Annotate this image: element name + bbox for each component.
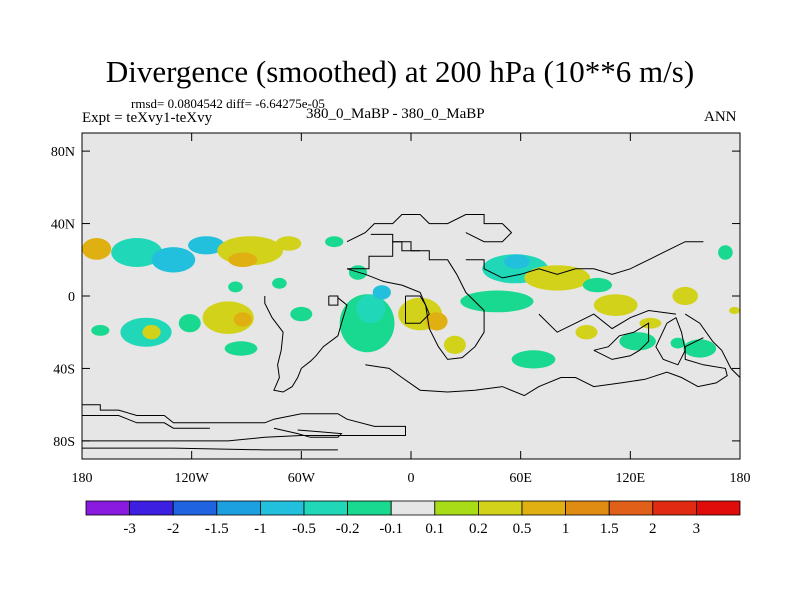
x-tick-label-0: 180: [72, 471, 93, 486]
colorbar-swatch-7: [390, 500, 436, 516]
colorbar-swatch-14: [696, 500, 741, 516]
divergence-contour-35: [619, 332, 656, 351]
divergence-contour-9: [325, 236, 344, 248]
divergence-contour-34: [575, 325, 598, 340]
experiment-label: Expt = teXvy1-teXvy: [82, 110, 213, 126]
axis-ticks: 180 120W 60W 0 60E 120E 180 80N 40N 0 40S 80S: [51, 133, 751, 486]
coastline-8: [370, 233, 421, 252]
divergence-contour-28: [524, 265, 591, 291]
x-tick-label-4: 60E: [509, 471, 532, 486]
colorbar-label-6: -0.1: [379, 521, 403, 537]
colorbar-label-10: 1: [562, 521, 570, 537]
coastline-14: [655, 316, 686, 366]
colorbar-swatch-8: [434, 500, 479, 516]
colorbar-swatch-9: [477, 500, 523, 516]
colorbar-swatch-13: [652, 500, 697, 516]
divergence-contour-39: [729, 306, 740, 315]
plot-title: Divergence (smoothed) at 200 hPa (10**6 …: [105, 54, 695, 89]
divergence-contour-1: [111, 238, 163, 267]
colorbar-label-3: -1: [254, 521, 267, 537]
divergence-contour-23: [425, 312, 448, 331]
divergence-contour-6: [275, 236, 302, 251]
colorbar-label-4: -0.5: [292, 521, 316, 537]
coastline-4: [264, 296, 348, 393]
colorbar-swatch-0: [85, 500, 130, 516]
divergence-contour-5: [228, 252, 258, 267]
divergence-field: [82, 236, 740, 369]
divergence-contour-32: [718, 245, 733, 260]
divergence-contour-17: [224, 341, 258, 356]
colorbar-label-0: -3: [123, 521, 136, 537]
colorbar-label-2: -1.5: [205, 521, 229, 537]
coastline-10: [346, 214, 513, 243]
colorbar-label-13: 3: [693, 521, 701, 537]
stats-label: rmsd= 0.0804542 diff= -6.64275e-05: [131, 96, 325, 111]
y-tick-label-1: 40N: [51, 218, 75, 233]
divergence-contour-12: [142, 325, 161, 340]
colorbar-label-5: -0.2: [336, 521, 360, 537]
divergence-contour-15: [178, 314, 201, 333]
divergence-contour-36: [683, 339, 717, 358]
y-tick-label-4: 80S: [53, 435, 75, 450]
divergence-contour-29: [582, 277, 613, 293]
divergence-contour-18: [290, 306, 313, 322]
coastline-2: [82, 447, 338, 451]
colorbar-swatch-12: [608, 500, 654, 516]
divergence-contour-21: [372, 285, 391, 300]
colorbar-swatch-5: [303, 500, 348, 516]
colorbar-label-9: 0.5: [513, 521, 532, 537]
colorbar-swatch-4: [259, 500, 305, 516]
x-tick-label-2: 60W: [288, 471, 316, 486]
coastline-13: [593, 322, 650, 360]
divergence-contour-37: [670, 337, 686, 349]
coastline-11: [465, 241, 704, 279]
coastline-1: [82, 415, 210, 429]
coastline-15: [684, 313, 740, 378]
x-tick-label-5: 120E: [616, 471, 646, 486]
colorbar-swatch-1: [129, 500, 174, 516]
colorbar-swatch-2: [172, 500, 218, 516]
season-label: ANN: [704, 109, 737, 125]
coastline-5: [328, 295, 339, 306]
coastline-0: [82, 404, 406, 442]
case-label: 380_0_MaBP - 380_0_MaBP: [306, 106, 485, 122]
coastline-3: [273, 427, 343, 438]
coastline-7: [365, 337, 728, 397]
colorbar-swatch-11: [565, 500, 610, 516]
divergence-contour-25: [460, 290, 534, 313]
colorbar-label-11: 1.5: [600, 521, 619, 537]
divergence-contour-20: [356, 294, 386, 324]
colorbar-label-1: -2: [167, 521, 180, 537]
divergence-contour-31: [672, 286, 698, 306]
divergence-contour-3: [188, 236, 225, 255]
colorbar-swatch-10: [521, 500, 566, 516]
coastline-12: [538, 309, 677, 333]
colorbar: -3 -2 -1.5 -1 -0.5 -0.2 -0.1 0.1 0.2 0.5 1 1.5 2 3: [85, 500, 741, 537]
y-tick-label-3: 40S: [53, 362, 75, 377]
colorbar-swatch-6: [347, 500, 392, 516]
coastline-9: [405, 295, 430, 324]
divergence-contour-33: [511, 350, 556, 369]
colorbar-label-12: 2: [649, 521, 657, 537]
divergence-contour-7: [272, 277, 287, 289]
colorbar-label-7: 0.1: [425, 521, 444, 537]
divergence-contour-8: [228, 281, 243, 293]
divergence-contour-14: [233, 312, 252, 327]
colorbar-swatch-3: [216, 500, 261, 516]
divergence-contour-27: [504, 254, 530, 269]
x-tick-label-1: 120W: [175, 471, 210, 486]
divergence-contour-24: [443, 335, 466, 354]
divergence-contour-16: [91, 325, 110, 336]
x-tick-label-3: 0: [408, 471, 415, 486]
colorbar-label-8: 0.2: [469, 521, 488, 537]
y-tick-label-2: 0: [68, 290, 75, 305]
divergence-contour-30: [593, 294, 638, 316]
divergence-contour-2: [151, 247, 196, 273]
y-tick-label-0: 80N: [51, 145, 75, 160]
coastlines: [82, 214, 740, 451]
x-tick-label-6: 180: [730, 471, 751, 486]
divergence-contour-0: [82, 238, 112, 260]
